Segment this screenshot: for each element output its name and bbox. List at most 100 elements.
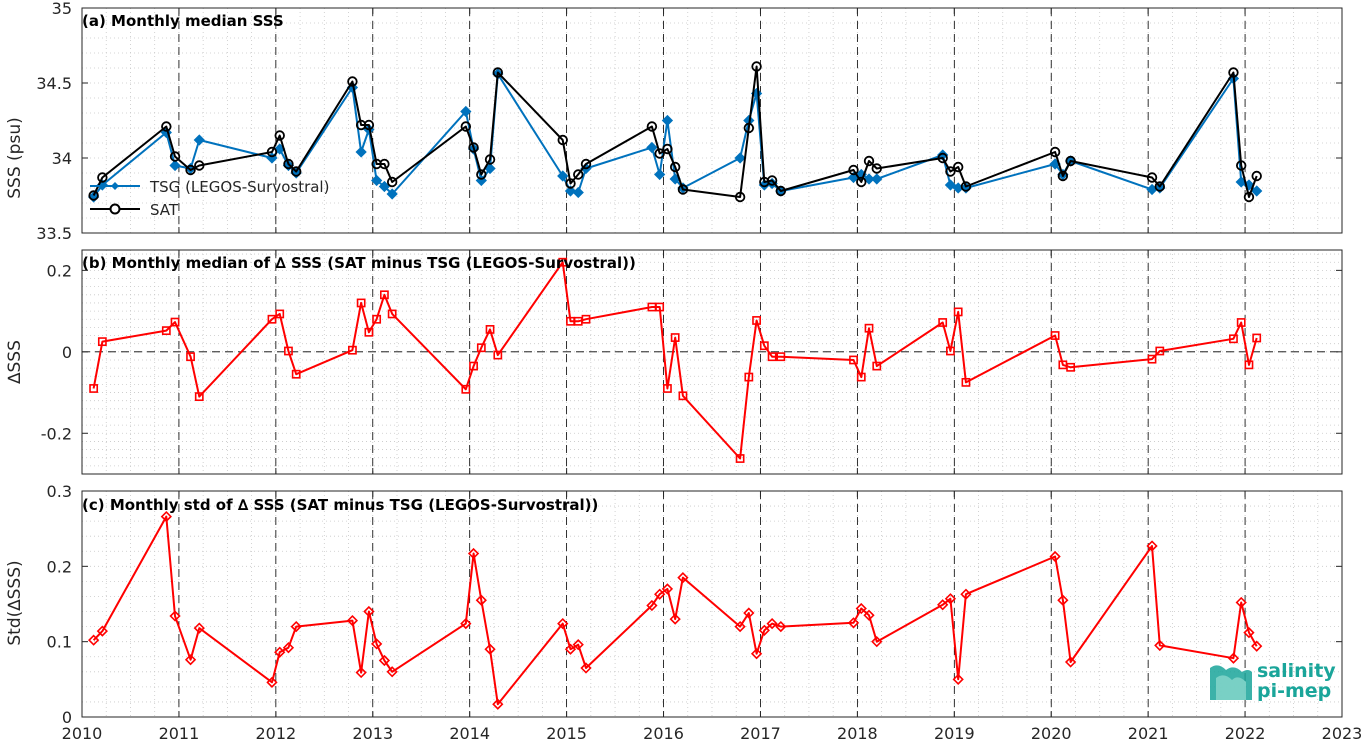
data-point [160, 510, 172, 523]
data-point [1251, 640, 1263, 652]
x-tick-label: 2020 [1031, 724, 1072, 743]
data-point [661, 583, 674, 595]
data-point [1049, 550, 1061, 563]
data-point [960, 181, 972, 192]
y-tick-label: 0.2 [47, 261, 72, 280]
data-point [347, 76, 358, 87]
data-point [1236, 318, 1246, 327]
data-point [677, 572, 689, 584]
data-point [371, 638, 383, 650]
data-point [89, 384, 99, 393]
data-point [670, 333, 680, 342]
data-point [856, 372, 866, 382]
y-tick-label: 0.2 [47, 557, 72, 576]
data-point [661, 114, 674, 127]
data-point [944, 593, 957, 605]
data-point [669, 161, 681, 173]
panel-c-series [87, 510, 1263, 710]
panel-a-grid [81, 7, 1343, 234]
data-point [848, 164, 859, 176]
data-point [386, 188, 398, 200]
panel-a-ylabel: SSS (psu) [5, 117, 25, 198]
x-tick-label: 2013 [352, 724, 393, 743]
data-point [863, 155, 875, 167]
data-point [475, 594, 487, 606]
data-point [1154, 181, 1165, 192]
x-tick-label: 2021 [1128, 724, 1169, 743]
data-point [1243, 626, 1255, 639]
data-point [564, 185, 577, 197]
data-point [460, 105, 472, 118]
data-point [775, 620, 787, 633]
data-point [386, 176, 398, 188]
data-point [274, 646, 286, 658]
data-point [1147, 354, 1157, 364]
data-point [871, 636, 883, 648]
y-tick-label: 0 [62, 708, 72, 727]
data-point [871, 173, 883, 185]
data-point [580, 662, 592, 674]
data-point [952, 161, 964, 173]
data-point [938, 318, 948, 327]
data-point [1227, 652, 1240, 664]
data-point [871, 163, 882, 174]
data-point [655, 302, 665, 312]
data-point [185, 164, 196, 176]
data-point [485, 325, 495, 334]
data-point [355, 666, 367, 679]
data-point [356, 298, 366, 308]
x-tick-label: 2017 [740, 724, 781, 743]
panel-b-title: (b) Monthly median of ∆ SSS (SAT minus T… [82, 254, 636, 272]
series-line [92, 515, 1258, 706]
y-tick-label: 0.3 [47, 482, 72, 501]
data-point [1252, 333, 1262, 343]
data-point [387, 309, 397, 319]
logo-line1: salinity [1257, 660, 1336, 682]
data-point [1146, 540, 1158, 552]
data-point [1243, 191, 1255, 203]
data-point [677, 184, 689, 195]
data-point [663, 384, 672, 393]
data-point [1154, 639, 1166, 652]
data-point [284, 346, 293, 356]
x-tick-label: 2018 [837, 724, 878, 743]
data-point [847, 617, 860, 629]
data-point [193, 622, 205, 634]
data-point [654, 588, 666, 600]
data-point [1235, 596, 1247, 609]
data-point [274, 130, 285, 141]
data-point [1064, 656, 1077, 668]
data-point [580, 158, 592, 170]
data-point [734, 620, 746, 633]
data-point [557, 170, 569, 182]
data-point [468, 142, 479, 153]
data-point [734, 191, 746, 203]
data-point [767, 352, 777, 362]
panel-b-axes-box [81, 249, 1343, 475]
logo-line2: pi-mep [1257, 680, 1331, 702]
data-point [267, 314, 277, 324]
data-point [1251, 185, 1263, 197]
data-point [1065, 155, 1076, 167]
data-point [355, 146, 367, 158]
data-point [372, 314, 382, 324]
data-point [937, 599, 949, 611]
panel-a-legend: TSG (LEGOS-Survostral) SAT [90, 178, 329, 219]
data-point [572, 186, 584, 199]
panel-a-series [87, 61, 1263, 203]
data-point [1244, 360, 1254, 370]
data-point [275, 309, 285, 319]
data-point [484, 643, 496, 655]
data-point [872, 361, 882, 371]
data-point [379, 290, 389, 300]
data-point [169, 151, 181, 162]
data-point [96, 625, 108, 637]
x-tick-label: 2023 [1322, 724, 1363, 743]
data-point [1229, 334, 1238, 344]
data-point [752, 316, 761, 325]
data-point [744, 372, 754, 382]
panel-c-ylabel: Std(∆SSS) [5, 560, 25, 645]
legend-tsg-label: TSG (LEGOS-Survostral) [149, 178, 329, 196]
data-point [945, 166, 956, 177]
data-point [646, 599, 658, 612]
